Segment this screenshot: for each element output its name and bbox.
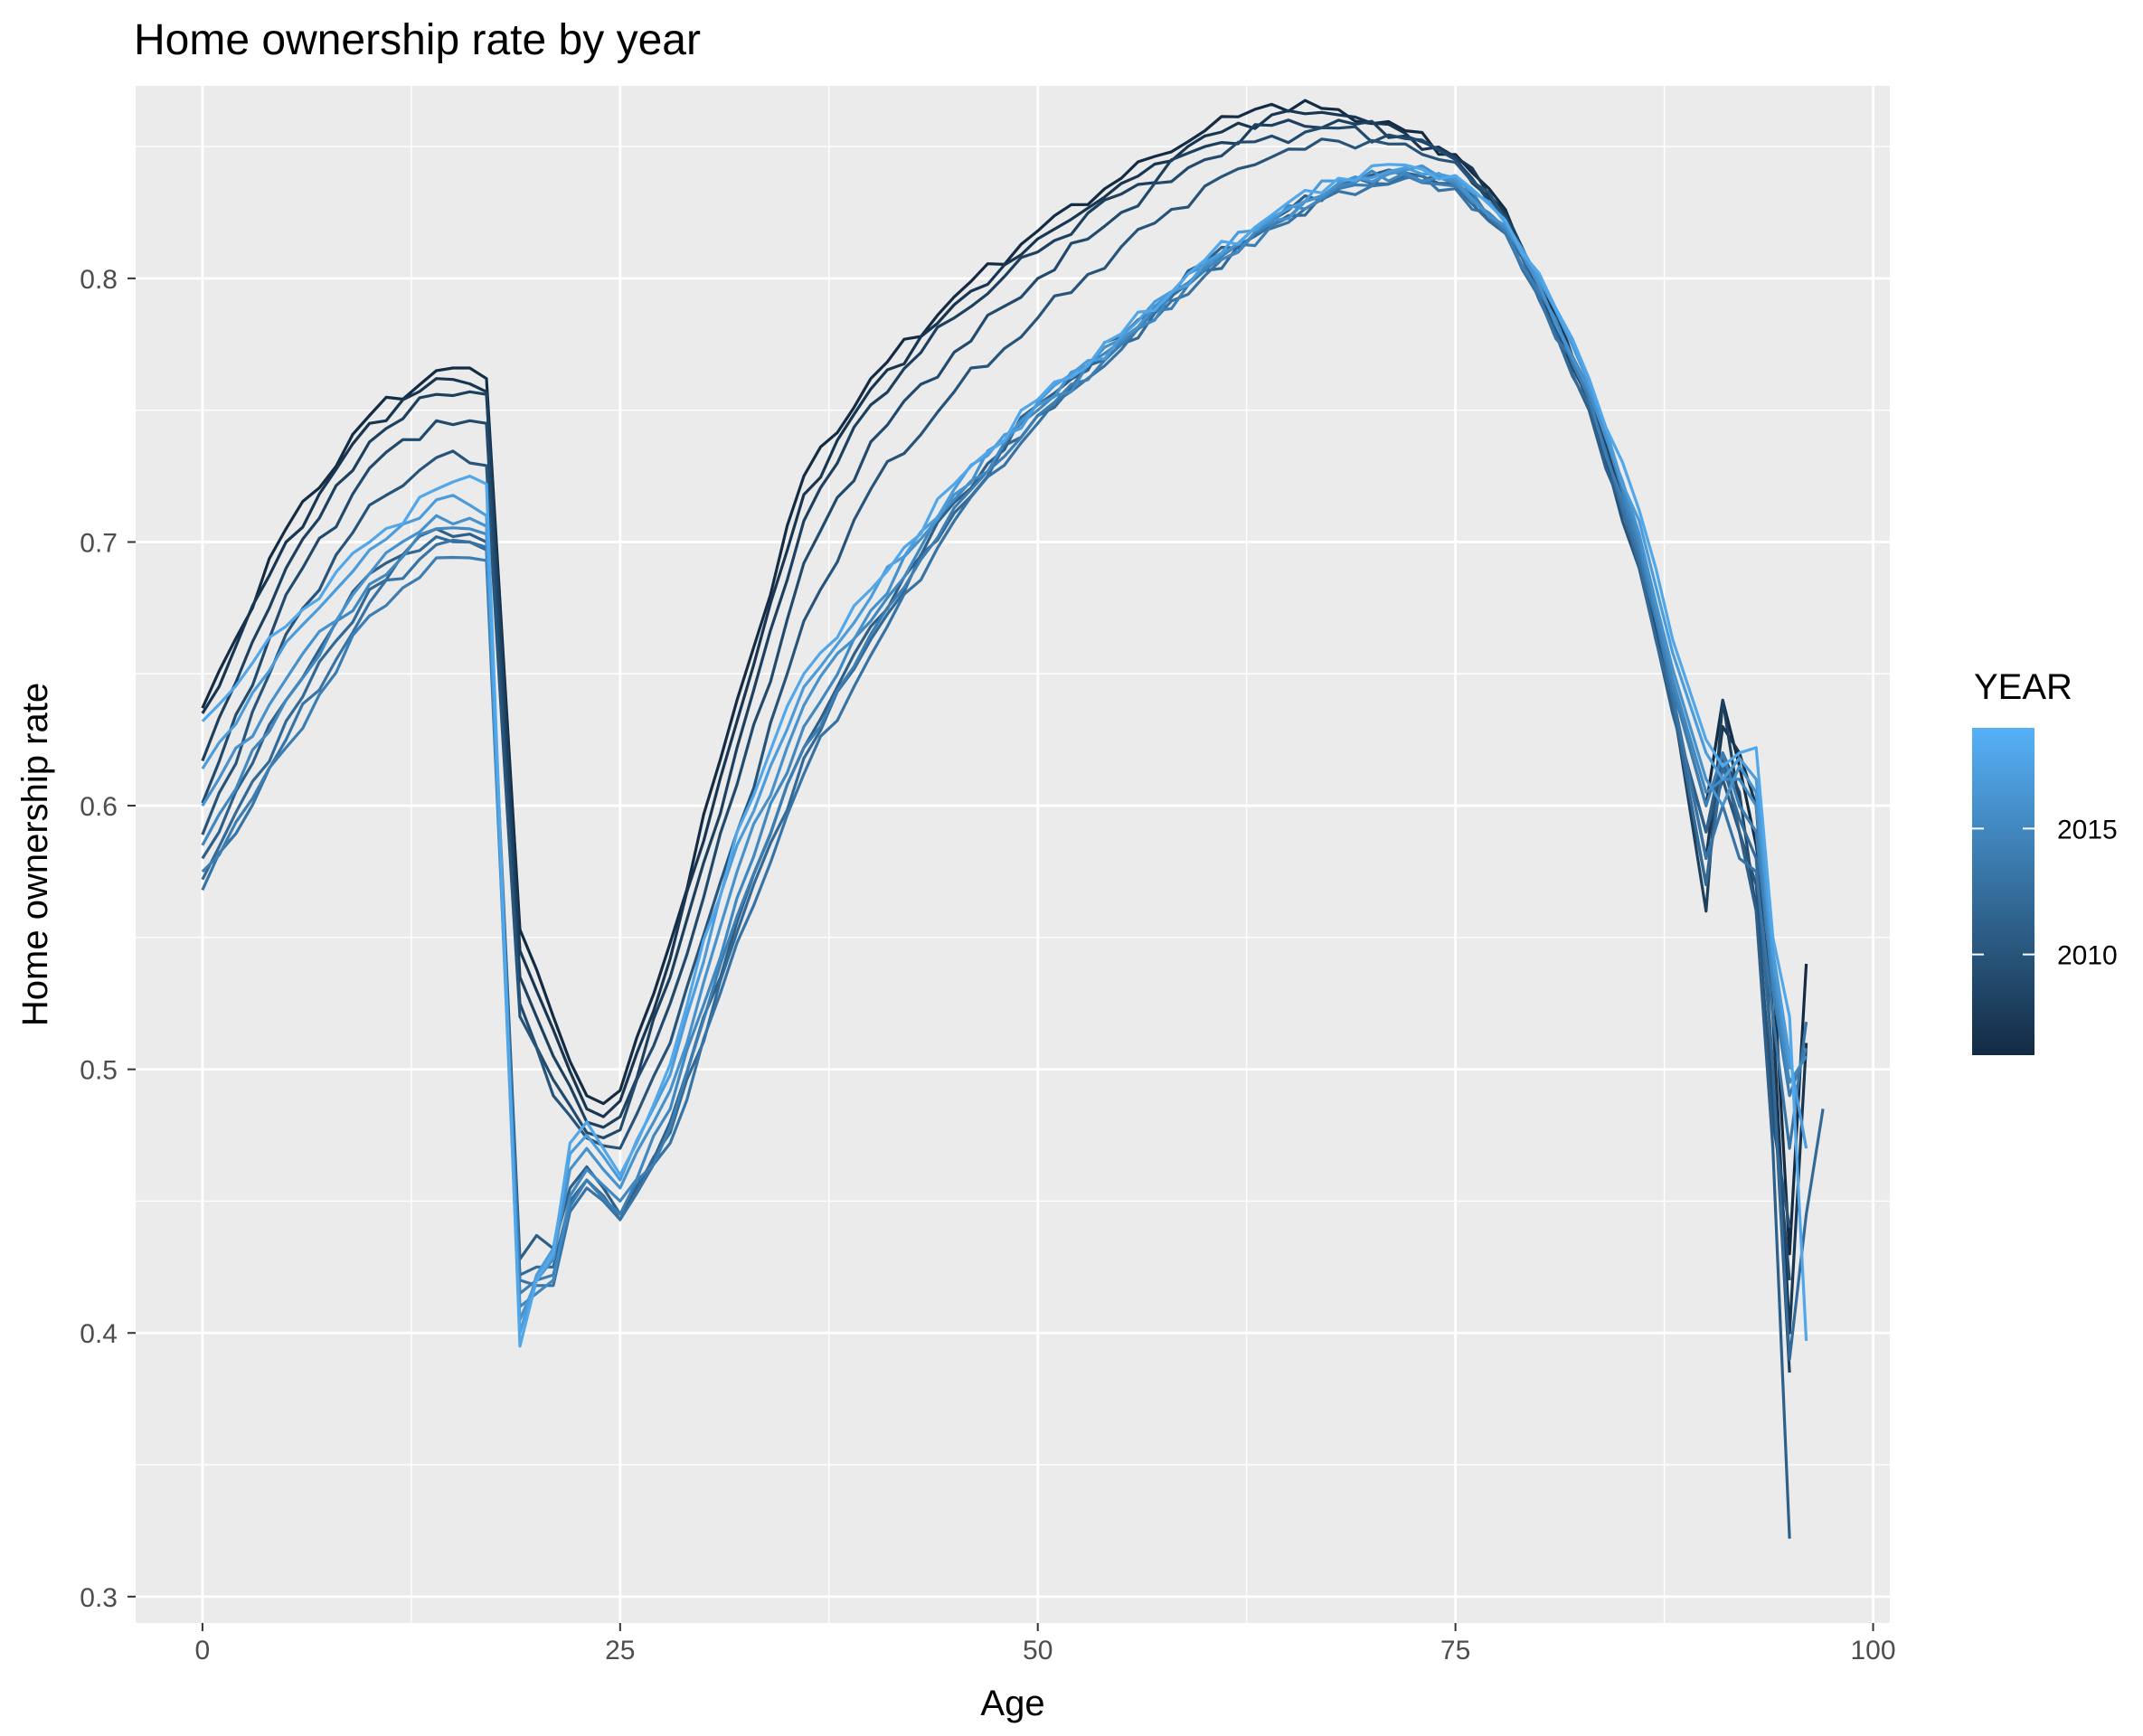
series-lines (201, 99, 1825, 1539)
legend: YEAR 2015 2010 (1972, 667, 2118, 1055)
grid-minor (136, 86, 1890, 1623)
plot-panel (136, 86, 1890, 1623)
y-tick-label: 0.4 (80, 1319, 118, 1349)
y-tick-label: 0.6 (80, 792, 118, 822)
legend-ticks (1972, 827, 2034, 956)
y-tick-label: 0.3 (80, 1583, 118, 1613)
series-line-2018 (201, 163, 1808, 1348)
grid-major (136, 86, 1890, 1623)
legend-title: YEAR (1974, 667, 2072, 707)
y-tick-label: 0.8 (80, 265, 118, 295)
series-line-2017 (201, 165, 1808, 1335)
legend-label: 2015 (2057, 815, 2118, 844)
x-tick-label: 25 (605, 1636, 635, 1665)
series-line-2013 (201, 174, 1808, 1288)
y-axis-title: Home ownership rate (15, 683, 55, 1026)
x-tick-label: 50 (1023, 1636, 1053, 1665)
x-tick-label: 75 (1440, 1636, 1470, 1665)
chart-title: Home ownership rate by year (134, 16, 701, 64)
axis-ticks (127, 277, 1874, 1631)
x-tick-label: 100 (1850, 1636, 1895, 1665)
y-tick-label: 0.7 (80, 528, 118, 558)
legend-label: 2010 (2057, 941, 2118, 971)
legend-colorbar (1972, 728, 2034, 1055)
series-line-2014 (201, 169, 1808, 1296)
x-tick-label: 0 (195, 1636, 211, 1665)
y-tick-label: 0.5 (80, 1056, 118, 1086)
x-axis-title: Age (980, 1684, 1044, 1723)
